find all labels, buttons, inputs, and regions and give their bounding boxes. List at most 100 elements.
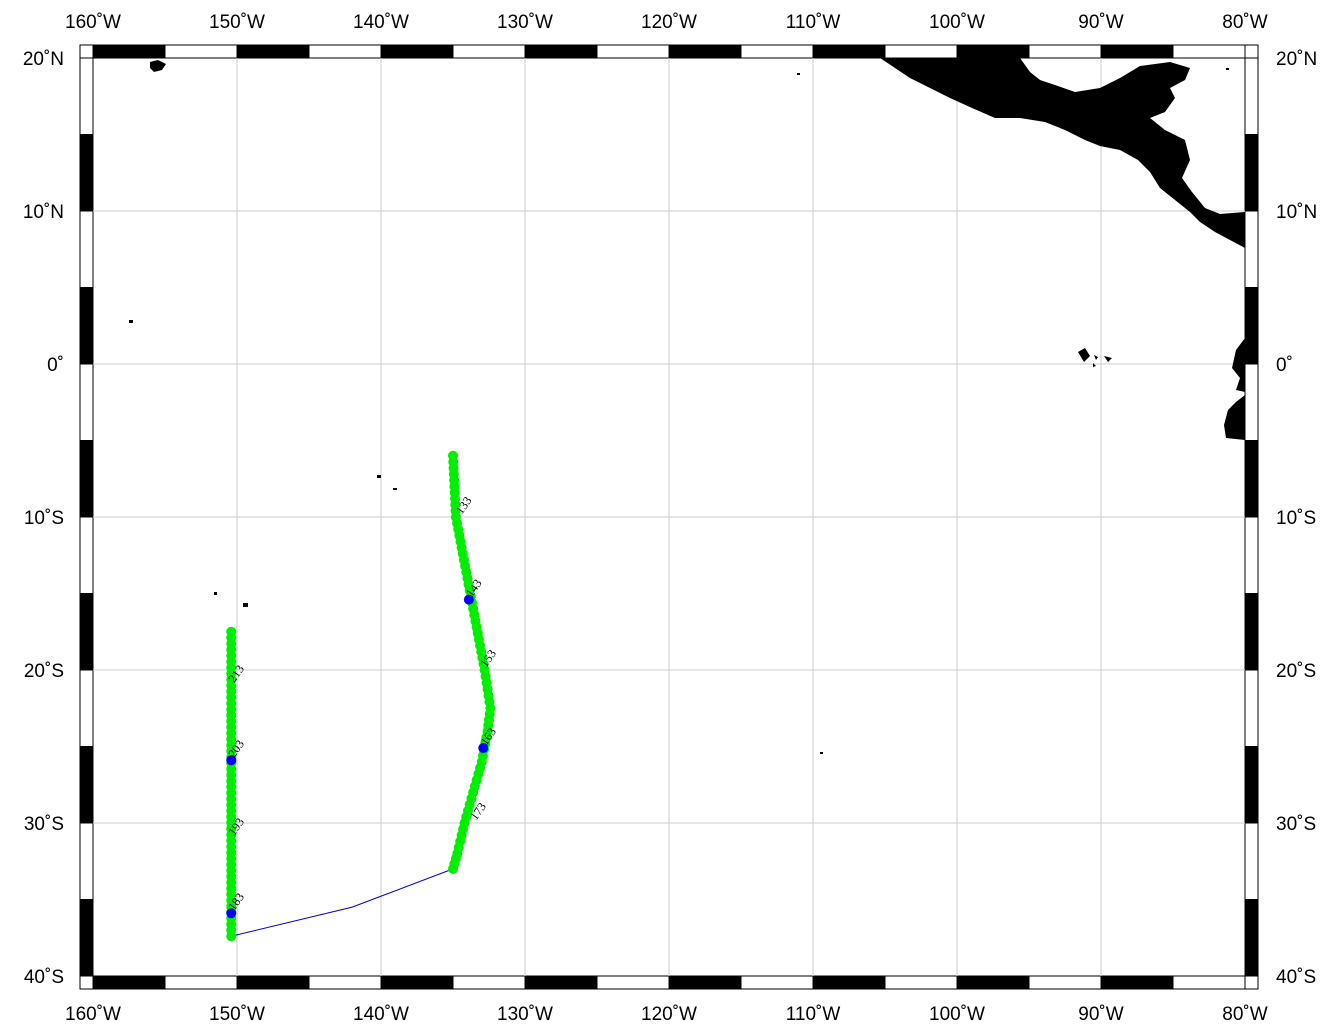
frame-segment-right bbox=[1244, 746, 1259, 824]
highlight-station-dot bbox=[226, 755, 237, 766]
frame-segment-left bbox=[79, 210, 94, 288]
map-frame-border bbox=[79, 44, 1259, 990]
small-island bbox=[214, 592, 217, 595]
lat-label-right: 10˚N bbox=[1276, 202, 1317, 223]
lon-label-bottom: 110˚W bbox=[786, 1004, 841, 1025]
south-america-coast bbox=[1232, 338, 1245, 392]
frame-segment-top bbox=[92, 44, 166, 59]
lat-label-left: 20˚S bbox=[24, 661, 64, 682]
frame-segment-top bbox=[452, 44, 526, 59]
lat-label-right: 40˚S bbox=[1276, 967, 1316, 988]
highlight-station-dot bbox=[463, 594, 474, 605]
lat-label-right: 20˚S bbox=[1276, 661, 1316, 682]
station-dot bbox=[226, 626, 237, 637]
lon-label-top: 80˚W bbox=[1222, 12, 1267, 33]
frame-corner bbox=[79, 44, 94, 59]
frame-segment-top bbox=[1100, 44, 1174, 59]
highlight-station-dot bbox=[226, 908, 237, 919]
lon-label-top: 120˚W bbox=[641, 12, 697, 33]
frame-segment-top bbox=[812, 44, 886, 59]
lat-label-right: 0˚ bbox=[1276, 355, 1293, 376]
central-america-landmass bbox=[880, 58, 1245, 248]
frame-segment-bottom bbox=[740, 975, 814, 990]
lon-label-top: 110˚W bbox=[786, 12, 841, 33]
frame-segment-bottom bbox=[524, 975, 598, 990]
frame-segment-right bbox=[1244, 210, 1259, 288]
frame-segment-right bbox=[1244, 516, 1259, 594]
small-island bbox=[243, 603, 248, 607]
cruise-track bbox=[226, 450, 496, 942]
frame-segment-top bbox=[884, 44, 958, 59]
lat-label-right: 30˚S bbox=[1276, 814, 1316, 835]
transit-line bbox=[231, 868, 454, 937]
lon-label-top: 140˚W bbox=[353, 12, 409, 33]
small-island bbox=[797, 73, 800, 75]
peru-coast bbox=[1224, 395, 1245, 440]
frame-segment-right bbox=[1244, 822, 1259, 900]
frame-segment-right bbox=[1244, 593, 1259, 671]
frame-segment-top bbox=[524, 44, 598, 59]
lon-label-bottom: 150˚W bbox=[209, 1004, 265, 1025]
frame-segment-top bbox=[1028, 44, 1102, 59]
frame-segment-left bbox=[79, 822, 94, 900]
frame-segment-right bbox=[1244, 363, 1259, 441]
lon-label-top: 150˚W bbox=[209, 12, 265, 33]
frame-corner bbox=[1244, 44, 1259, 59]
frame-segment-left bbox=[79, 669, 94, 747]
frame-segment-bottom bbox=[1172, 975, 1246, 990]
lon-label-bottom: 160˚W bbox=[65, 1004, 121, 1025]
frame-segment-right bbox=[1244, 899, 1259, 977]
small-island bbox=[129, 320, 133, 323]
small-island bbox=[393, 488, 397, 490]
hawaii-island bbox=[150, 60, 166, 72]
frame-segment-left bbox=[79, 363, 94, 441]
frame-segment-top bbox=[596, 44, 670, 59]
frame-corner bbox=[79, 975, 94, 990]
galapagos-islands bbox=[1078, 348, 1112, 367]
highlight-station-dot bbox=[478, 743, 489, 754]
lon-label-top: 130˚W bbox=[497, 12, 553, 33]
frame-segment-bottom bbox=[812, 975, 886, 990]
frame-segment-top bbox=[1172, 44, 1246, 59]
small-island bbox=[377, 475, 381, 478]
lon-label-bottom: 90˚W bbox=[1078, 1004, 1123, 1025]
frame-segment-top bbox=[308, 44, 382, 59]
lon-label-bottom: 140˚W bbox=[353, 1004, 409, 1025]
frame-segment-right bbox=[1244, 57, 1259, 135]
lat-label-left: 0˚ bbox=[47, 355, 64, 376]
frame-segment-bottom bbox=[452, 975, 526, 990]
small-island bbox=[820, 752, 823, 754]
station-dot bbox=[448, 863, 458, 874]
frame-segment-top bbox=[740, 44, 814, 59]
frame-segment-bottom bbox=[956, 975, 1030, 990]
frame-segment-bottom bbox=[164, 975, 238, 990]
frame-segment-bottom bbox=[380, 975, 454, 990]
lat-label-left: 10˚S bbox=[24, 508, 64, 529]
frame-segment-left bbox=[79, 516, 94, 594]
frame-segment-top bbox=[236, 44, 310, 59]
lon-label-top: 90˚W bbox=[1078, 12, 1123, 33]
frame-segment-bottom bbox=[884, 975, 958, 990]
lon-label-bottom: 130˚W bbox=[497, 1004, 553, 1025]
lon-label-bottom: 100˚W bbox=[929, 1004, 985, 1025]
frame-segment-right bbox=[1244, 669, 1259, 747]
lat-label-left: 30˚S bbox=[24, 814, 64, 835]
frame-segment-left bbox=[79, 746, 94, 824]
frame-segment-bottom bbox=[668, 975, 742, 990]
frame-segment-left bbox=[79, 57, 94, 135]
frame-segment-top bbox=[956, 44, 1030, 59]
frame-segment-right bbox=[1244, 287, 1259, 365]
frame-segment-right bbox=[1244, 440, 1259, 518]
frame-segment-top bbox=[668, 44, 742, 59]
lat-label-left: 40˚S bbox=[24, 967, 64, 988]
lon-label-top: 160˚W bbox=[65, 12, 121, 33]
lat-label-left: 20˚N bbox=[23, 49, 64, 70]
frame-segment-bottom bbox=[92, 975, 166, 990]
frame-segment-right bbox=[1244, 134, 1259, 212]
frame-segment-bottom bbox=[596, 975, 670, 990]
frame-segment-left bbox=[79, 134, 94, 212]
frame-segment-bottom bbox=[236, 975, 310, 990]
lon-label-top: 100˚W bbox=[929, 12, 985, 33]
lat-label-right: 20˚N bbox=[1276, 49, 1317, 70]
